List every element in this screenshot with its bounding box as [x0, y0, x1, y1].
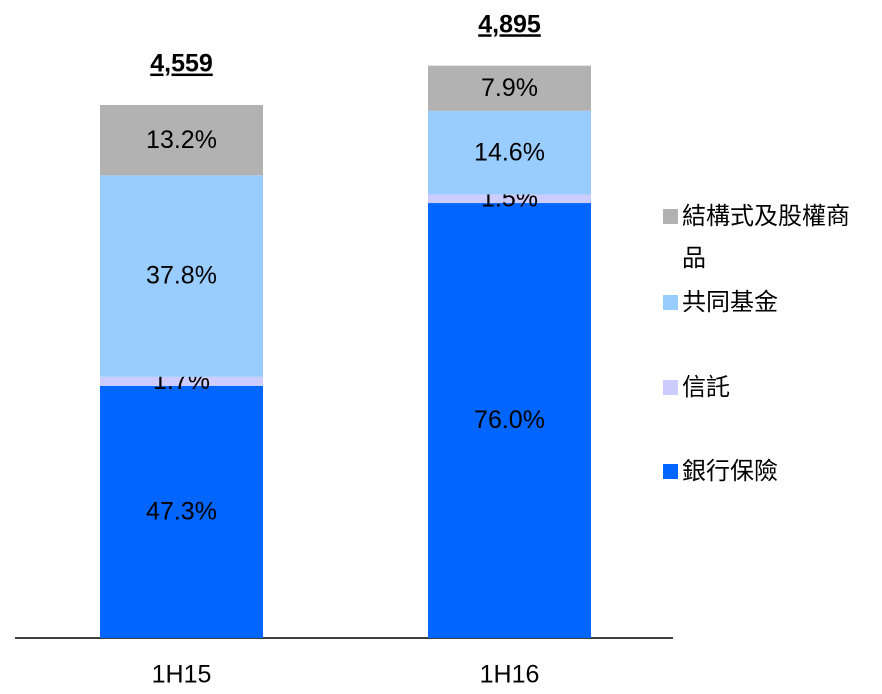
value-label: 47.3%	[146, 498, 217, 526]
value-label: 7.9%	[481, 74, 538, 102]
legend-item: 信託	[663, 367, 873, 409]
bar-segment	[100, 376, 263, 386]
total-label: 4,895	[478, 10, 541, 38]
legend-item: 銀行保險	[663, 451, 873, 493]
legend-swatch	[663, 209, 678, 224]
value-label: 14.6%	[474, 138, 545, 166]
bar-segment	[100, 175, 263, 377]
legend-swatch	[663, 380, 678, 395]
legend-label: 共同基金	[682, 289, 778, 316]
x-tick-label: 1H15	[152, 661, 212, 689]
total-label: 4,559	[150, 50, 213, 78]
value-label: 76.0%	[474, 406, 545, 434]
legend-label: 信託	[682, 374, 730, 401]
legend-swatch	[663, 295, 678, 310]
legend-label: 銀行保險	[682, 458, 778, 485]
legend-item: 結構式及股權商品	[663, 196, 873, 280]
bar-segment	[428, 203, 591, 638]
bar-segment	[428, 110, 591, 195]
bar-segment	[100, 104, 263, 176]
x-tick-label: 1H16	[480, 661, 540, 689]
value-label: 13.2%	[146, 126, 217, 154]
legend-swatch	[663, 464, 678, 479]
bar-segment	[428, 65, 591, 111]
bar-segment	[100, 385, 263, 638]
legend-label: 結構式及股權商品	[682, 203, 850, 272]
legend-item: 共同基金	[663, 282, 873, 324]
bar-segment	[428, 194, 591, 204]
value-label: 37.8%	[146, 262, 217, 290]
